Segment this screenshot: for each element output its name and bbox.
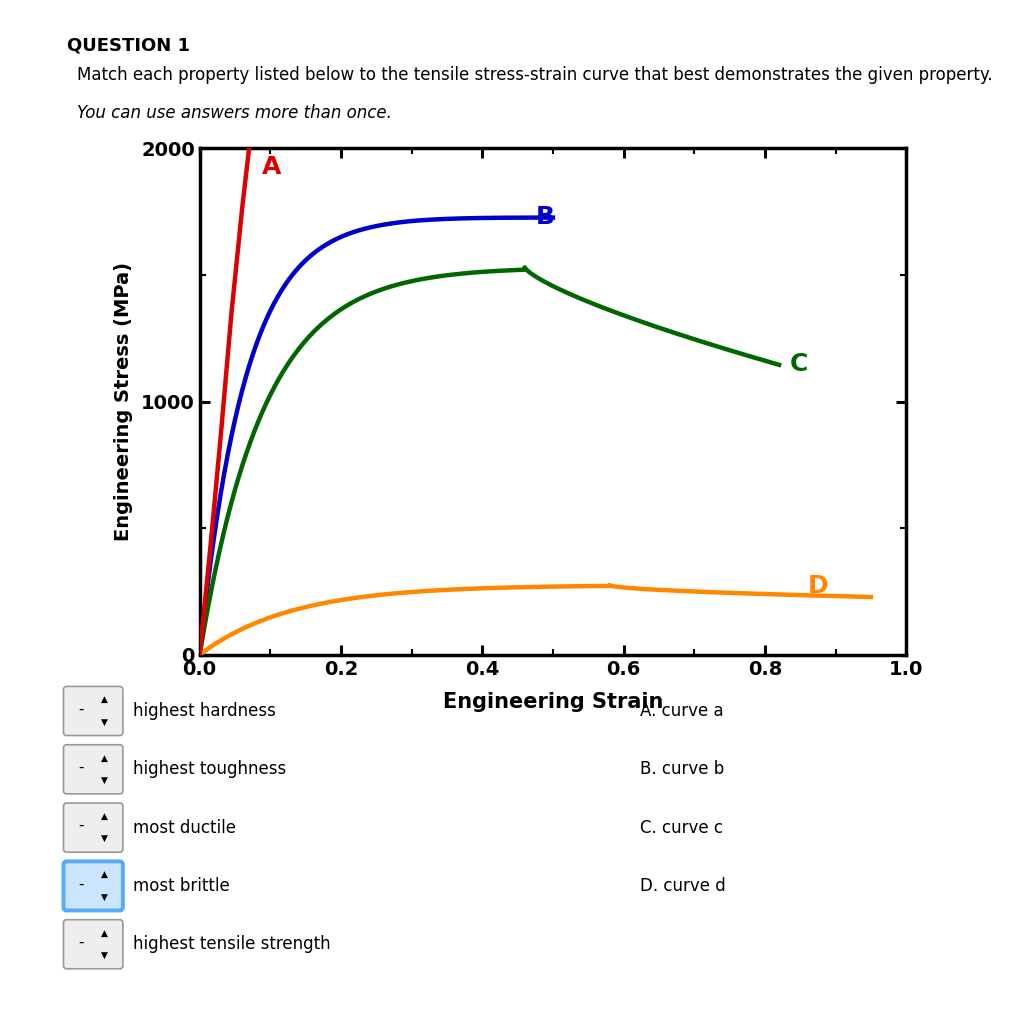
Text: ▼: ▼ bbox=[101, 776, 109, 785]
Text: ▼: ▼ bbox=[101, 718, 109, 726]
Text: D: D bbox=[807, 574, 828, 597]
Text: ▲: ▲ bbox=[101, 871, 109, 879]
Text: -: - bbox=[79, 702, 84, 716]
Text: A: A bbox=[262, 154, 282, 179]
Text: A. curve a: A. curve a bbox=[640, 702, 724, 720]
Text: highest hardness: highest hardness bbox=[133, 702, 276, 720]
Text: QUESTION 1: QUESTION 1 bbox=[67, 37, 189, 55]
Text: ▼: ▼ bbox=[101, 835, 109, 843]
Text: ▲: ▲ bbox=[101, 929, 109, 937]
Text: ▲: ▲ bbox=[101, 696, 109, 704]
Y-axis label: Engineering Stress (MPa): Engineering Stress (MPa) bbox=[114, 262, 133, 541]
Text: most brittle: most brittle bbox=[133, 877, 229, 895]
Text: B. curve b: B. curve b bbox=[640, 760, 724, 779]
Text: B: B bbox=[536, 206, 554, 229]
Text: D. curve d: D. curve d bbox=[640, 877, 726, 895]
Text: -: - bbox=[79, 818, 84, 833]
Text: highest tensile strength: highest tensile strength bbox=[133, 935, 331, 953]
Text: -: - bbox=[79, 877, 84, 891]
Text: ▼: ▼ bbox=[101, 951, 109, 960]
Text: ▲: ▲ bbox=[101, 812, 109, 820]
Text: Match each property listed below to the tensile stress-strain curve that best de: Match each property listed below to the … bbox=[77, 66, 992, 85]
Text: C: C bbox=[790, 352, 808, 376]
Text: ▼: ▼ bbox=[101, 893, 109, 901]
Text: highest toughness: highest toughness bbox=[133, 760, 287, 779]
Text: ▲: ▲ bbox=[101, 754, 109, 762]
Text: C. curve c: C. curve c bbox=[640, 818, 723, 837]
Text: You can use answers more than once.: You can use answers more than once. bbox=[77, 104, 391, 123]
Text: -: - bbox=[79, 935, 84, 949]
Text: most ductile: most ductile bbox=[133, 818, 237, 837]
X-axis label: Engineering Strain: Engineering Strain bbox=[442, 693, 664, 712]
Text: -: - bbox=[79, 760, 84, 774]
